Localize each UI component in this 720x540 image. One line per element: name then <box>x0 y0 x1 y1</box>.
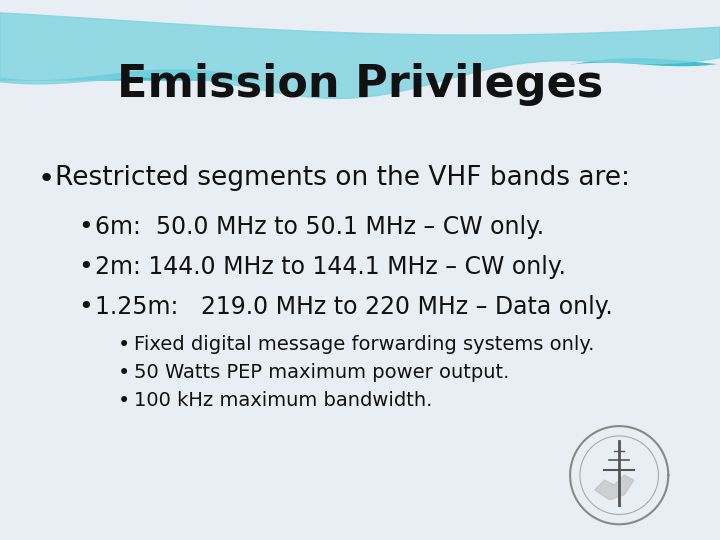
Text: 6m:  50.0 MHz to 50.1 MHz – CW only.: 6m: 50.0 MHz to 50.1 MHz – CW only. <box>95 215 544 239</box>
Text: •: • <box>38 165 55 193</box>
Text: •: • <box>78 295 93 319</box>
Polygon shape <box>595 475 634 500</box>
Text: •: • <box>78 215 93 239</box>
Text: Fixed digital message forwarding systems only.: Fixed digital message forwarding systems… <box>134 335 595 354</box>
Text: •: • <box>78 255 93 279</box>
Text: 50 Watts PEP maximum power output.: 50 Watts PEP maximum power output. <box>134 363 509 382</box>
Text: Emission Privileges: Emission Privileges <box>117 64 603 106</box>
Text: Restricted segments on the VHF bands are:: Restricted segments on the VHF bands are… <box>55 165 630 191</box>
Text: •: • <box>118 391 130 411</box>
Text: 2m: 144.0 MHz to 144.1 MHz – CW only.: 2m: 144.0 MHz to 144.1 MHz – CW only. <box>95 255 566 279</box>
Text: •: • <box>118 335 130 355</box>
Text: 100 kHz maximum bandwidth.: 100 kHz maximum bandwidth. <box>134 391 433 410</box>
Text: 1.25m:   219.0 MHz to 220 MHz – Data only.: 1.25m: 219.0 MHz to 220 MHz – Data only. <box>95 295 613 319</box>
Text: •: • <box>118 363 130 383</box>
